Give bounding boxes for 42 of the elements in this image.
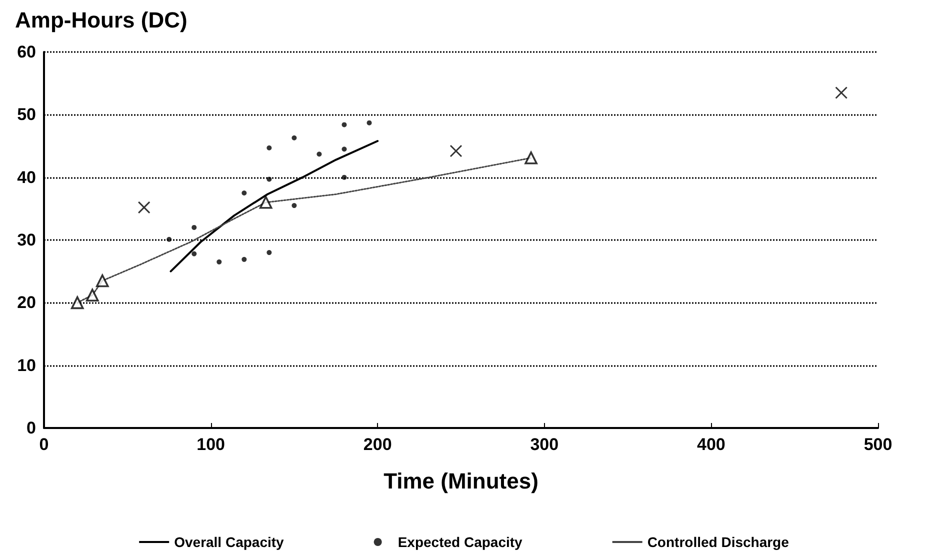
- legend-label: Controlled Discharge: [647, 534, 790, 550]
- point: [138, 201, 150, 214]
- point: [292, 135, 297, 140]
- point: [96, 274, 109, 288]
- x-tick-label: 500: [864, 435, 892, 454]
- point: [342, 174, 347, 180]
- y-axis-title: Amp-Hours (DC): [15, 8, 188, 32]
- x-tick-label: 200: [363, 435, 392, 454]
- y-tick-label: 40: [17, 168, 36, 187]
- x-tick-label: 400: [697, 435, 726, 454]
- legend-label: Overall Capacity: [174, 534, 284, 550]
- x-axis-title: Time (Minutes): [384, 468, 538, 494]
- point: [86, 288, 99, 302]
- y-tick-label: 0: [26, 418, 36, 438]
- y-tick-label: 50: [17, 105, 36, 124]
- y-tick-label: 30: [17, 230, 36, 250]
- point: [266, 250, 272, 256]
- y-tick-label: 20: [17, 293, 36, 312]
- point: [292, 203, 297, 208]
- x-tick-label: 100: [196, 435, 225, 454]
- y-tick-label: 10: [17, 356, 36, 375]
- point: [342, 122, 347, 128]
- point: [524, 152, 538, 164]
- x-tick-label: 300: [530, 435, 559, 454]
- point: [192, 224, 197, 230]
- y-tick-label: 60: [17, 42, 36, 62]
- point: [259, 196, 272, 209]
- point: [366, 120, 372, 126]
- point: [316, 152, 322, 157]
- point: [216, 259, 222, 264]
- point: [835, 86, 848, 99]
- legend-label: Expected Capacity: [398, 534, 523, 550]
- point: [266, 176, 272, 182]
- point: [242, 190, 247, 196]
- point: [192, 251, 197, 256]
- point: [342, 146, 347, 152]
- point: [70, 296, 84, 310]
- point: [450, 144, 462, 158]
- point: [242, 256, 247, 262]
- point: [266, 145, 272, 150]
- point: [166, 236, 172, 242]
- x-tick-label: 0: [39, 435, 49, 454]
